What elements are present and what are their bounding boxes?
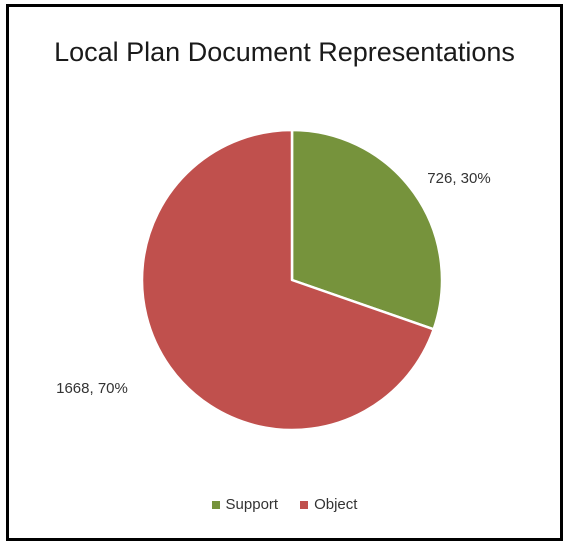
pie-slice-support	[290, 128, 444, 331]
chart-title: Local Plan Document Representations	[54, 37, 515, 67]
data-label-object: 1668, 70%	[56, 380, 128, 397]
legend-swatch-support	[211, 500, 220, 509]
legend-label-support: Support	[225, 496, 279, 513]
legend-item-object: Object	[300, 496, 357, 513]
pie-data-labels: 726, 30% 1668, 70%	[56, 170, 491, 397]
data-label-support: 726, 30%	[427, 170, 490, 187]
pie-slice-object	[140, 128, 435, 432]
pie-chart: 726, 30% 1668, 70%	[56, 128, 491, 432]
legend-item-support: Support	[211, 496, 279, 513]
chart-frame: Local Plan Document Representations 726,…	[6, 4, 563, 541]
legend-swatch-object	[300, 500, 309, 509]
legend-label-object: Object	[314, 496, 358, 513]
chart-legend: Support Object	[9, 496, 560, 513]
pie-slices	[140, 128, 444, 432]
